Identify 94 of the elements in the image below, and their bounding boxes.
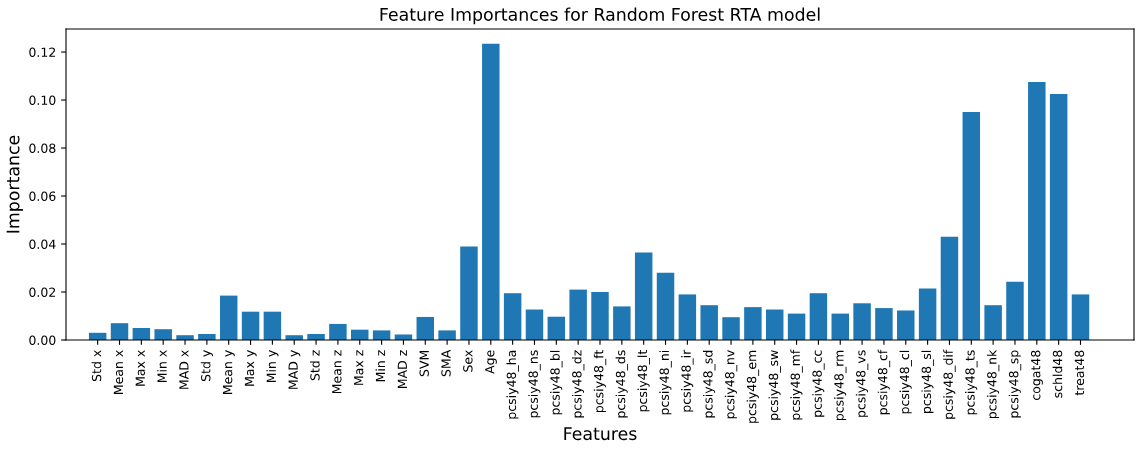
bar — [809, 293, 828, 340]
x-axis-title: Features — [564, 427, 637, 441]
x-tick-label: pcsiy48_nk — [986, 349, 1000, 419]
x-tick-label: pcsiy48_ns — [528, 350, 541, 418]
bar — [1006, 281, 1024, 340]
bar — [547, 316, 566, 340]
y-tick-label: 0.06 — [29, 191, 56, 201]
bar — [831, 313, 849, 340]
x-tick-label: treat48 — [1074, 350, 1085, 396]
bar — [416, 316, 435, 340]
x-tick-label: SVM — [419, 350, 429, 377]
bar — [1049, 94, 1068, 340]
bar — [940, 236, 959, 340]
y-tick-label: 0.04 — [29, 239, 56, 249]
y-tick-label: 0.02 — [29, 287, 56, 297]
bar — [613, 306, 631, 340]
x-tick-label: pcsiy48_sl — [921, 350, 934, 413]
y-tick-label: 0.08 — [29, 143, 56, 153]
bar — [962, 112, 981, 340]
bar — [241, 311, 260, 340]
x-tick-label: pcsiy48_ft — [593, 350, 607, 413]
x-tick-label: pcsiy48_ha — [506, 350, 519, 419]
bar — [329, 323, 347, 340]
x-tick-label: MAD x — [179, 350, 189, 389]
bar — [219, 295, 238, 340]
bar — [263, 311, 282, 340]
y-tick-label: 0.00 — [29, 335, 56, 345]
x-tick-label: Min z — [375, 350, 386, 382]
x-tick-label: Age — [485, 350, 497, 374]
x-tick-label: pcsiy48_ni — [659, 350, 672, 415]
x-tick-label: pcsiy48_nv — [724, 350, 738, 419]
bar — [569, 289, 587, 340]
x-tick-label: pcsiy48_bl — [550, 350, 563, 415]
x-tick-label: Std y — [200, 350, 213, 382]
bar — [787, 313, 806, 340]
bar — [897, 310, 915, 340]
chart-title: Feature Importances for Random Forest RTA model — [380, 7, 820, 25]
bar — [656, 272, 675, 340]
x-tick-label: Mean y — [223, 350, 235, 394]
x-tick-label: pcsiy48_sw — [768, 350, 781, 420]
x-tick-label: pcsiy48_cc — [812, 350, 825, 417]
x-tick-label: Min x — [157, 350, 167, 383]
x-tick-label: pcsiy48_vs — [855, 350, 869, 417]
bar — [460, 246, 478, 340]
x-tick-label: Std z — [310, 350, 320, 381]
bar — [853, 303, 871, 340]
bar — [110, 323, 129, 340]
x-tick-label: Mean z — [332, 350, 342, 394]
bar — [525, 309, 544, 340]
x-tick-label: pcsiy48_dif — [943, 349, 956, 419]
x-tick-label: pcsiy48_ts — [965, 350, 978, 415]
bar — [1028, 82, 1046, 340]
bar — [700, 305, 718, 340]
x-tick-label: MAD z — [397, 350, 407, 388]
bar — [918, 288, 937, 340]
bar — [984, 305, 1002, 340]
x-tick-label: schld48 — [1052, 350, 1063, 398]
bar — [591, 292, 609, 340]
y-tick-label: 0.12 — [29, 47, 56, 57]
y-tick-label: 0.10 — [29, 95, 56, 105]
x-tick-label: Max x — [135, 350, 145, 386]
x-tick-label: Min y — [266, 350, 279, 383]
bar — [722, 317, 740, 340]
x-tick-label: Mean x — [113, 350, 124, 394]
bar — [154, 329, 172, 340]
bar — [744, 307, 762, 340]
x-tick-label: pcsiy48_cf — [877, 349, 891, 415]
bar — [875, 308, 893, 340]
x-tick-label: SMA — [441, 349, 451, 377]
x-tick-label: pcsiy48_ir — [681, 349, 694, 412]
bar — [1071, 294, 1090, 340]
bar — [678, 294, 697, 340]
x-tick-label: pcsiy48_sp — [1008, 350, 1022, 418]
x-tick-label: pcsiy48_mf — [790, 349, 803, 420]
bar — [503, 293, 522, 340]
bar — [438, 330, 456, 340]
x-tick-label: Sex — [463, 350, 473, 372]
x-tick-label: pcsiy48_dz — [571, 350, 585, 418]
x-tick-label: pcsiy48_sd — [702, 350, 716, 418]
x-tick-label: pcsiy48_lt — [637, 350, 650, 412]
y-axis-title: Importance — [6, 135, 23, 233]
bar — [482, 43, 500, 340]
x-tick-label: Std x — [91, 350, 102, 382]
x-tick-label: Max z — [354, 350, 364, 385]
x-tick-label: cogat48 — [1030, 350, 1043, 400]
x-tick-label: MAD y — [288, 350, 301, 389]
x-tick-label: Max y — [244, 350, 257, 386]
x-tick-label: pcsiy48_ds — [615, 350, 629, 418]
x-tick-label: pcsiy48_em — [746, 350, 760, 423]
bar — [634, 252, 653, 340]
x-tick-label: pcsiy48_cl — [899, 350, 912, 414]
bar — [765, 309, 784, 340]
bar — [372, 330, 391, 340]
x-tick-label: pcsiy48_rm — [834, 350, 847, 421]
